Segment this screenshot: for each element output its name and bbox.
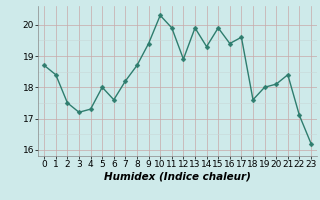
X-axis label: Humidex (Indice chaleur): Humidex (Indice chaleur) (104, 172, 251, 182)
